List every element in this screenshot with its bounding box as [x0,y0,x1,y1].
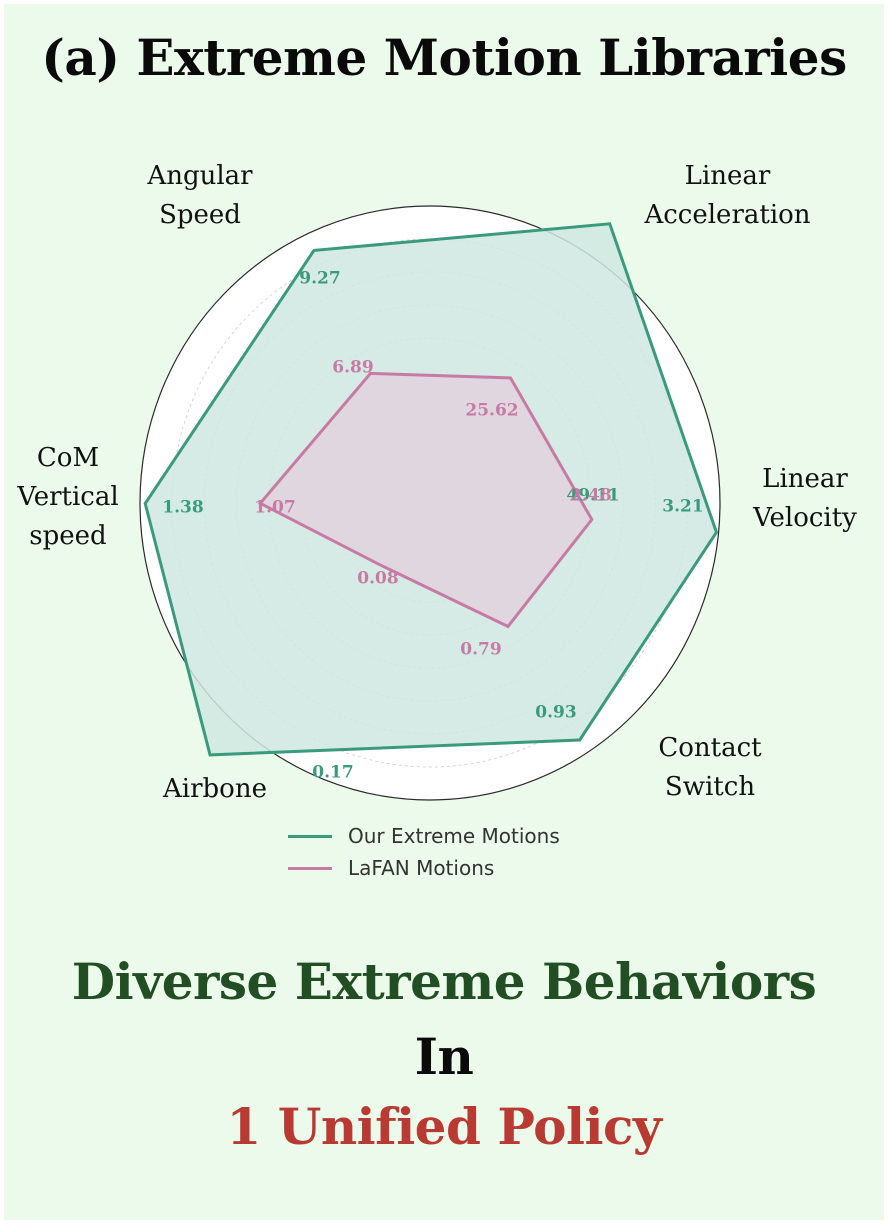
value-label-extreme-contact-switch: 0.93 [535,703,576,723]
legend-line-extreme [288,834,332,838]
legend: Our Extreme Motions LaFAN Motions [288,820,560,884]
value-label-extreme-linear-velocity: 3.21 [662,497,703,517]
value-label-extreme-com-vertical-speed: 1.38 [162,498,203,518]
axis-label-linear-velocity: Linear Velocity [753,464,857,533]
value-label-lafan-com-vertical-speed: 1.07 [254,498,295,518]
legend-label-extreme: Our Extreme Motions [348,824,560,848]
series-area-lafan [257,371,594,629]
axis-label-com-vertical-speed: CoM Vertical speed [17,443,119,551]
slogan-line-1: Diverse Extreme Behaviors [71,952,817,1011]
slogan-line-3: 1 Unified Policy [226,1097,662,1156]
legend-line-lafan [288,866,332,870]
legend-item-lafan: LaFAN Motions [288,852,560,884]
axis-label-angular-speed: Angular Speed [147,161,253,230]
value-label-extreme-linear-acceleration: 49.11 [566,486,619,506]
value-label-lafan-contact-switch: 0.79 [460,640,501,660]
axis-label-airbone: Airbone [163,774,267,804]
legend-label-lafan: LaFAN Motions [348,856,495,880]
value-label-lafan-linear-acceleration: 25.62 [465,401,518,421]
legend-item-extreme: Our Extreme Motions [288,820,560,852]
value-label-lafan-airbone: 0.08 [357,569,398,589]
axis-label-linear-acceleration: Linear Acceleration [644,161,811,230]
value-label-extreme-airbone: 0.17 [312,763,353,783]
chart-title: (a) Extreme Motion Libraries [41,28,847,87]
value-label-lafan-linear-velocity: 2.48 [570,486,611,506]
slogan-line-2: In [414,1027,474,1086]
value-label-lafan-angular-speed: 6.89 [332,358,373,378]
value-label-extreme-angular-speed: 9.27 [299,269,340,289]
axis-label-contact-switch: Contact Switch [658,733,762,802]
